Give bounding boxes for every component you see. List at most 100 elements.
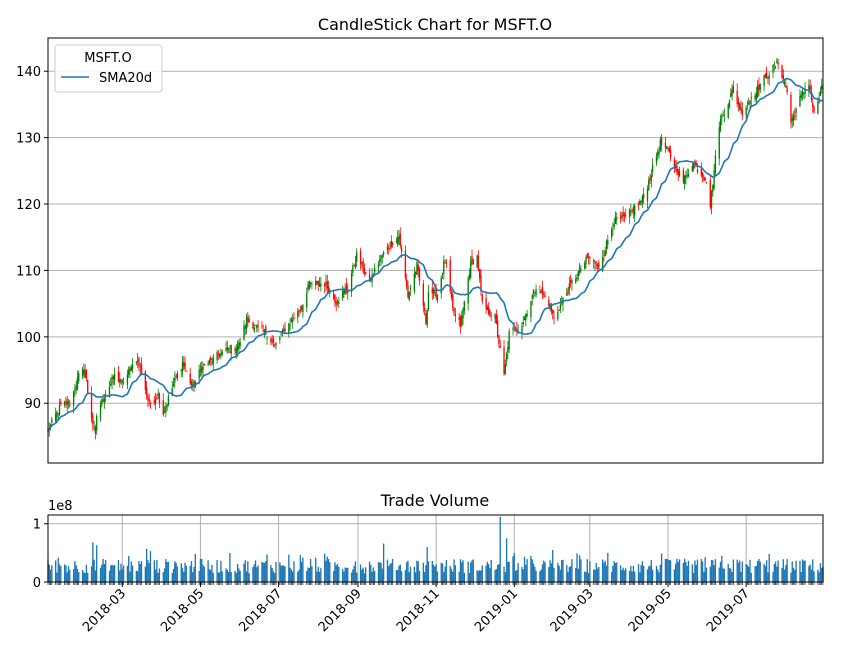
volume-bar	[759, 561, 761, 582]
candle-body	[356, 252, 358, 262]
candle-body	[272, 338, 275, 343]
candle-body	[759, 84, 761, 90]
candle-body	[190, 381, 193, 385]
candle-body	[158, 393, 161, 404]
volume-bar	[445, 560, 448, 582]
volume-bar	[531, 559, 533, 582]
candle-body	[728, 100, 731, 107]
candle-body	[701, 172, 704, 177]
volume-bar	[272, 571, 275, 582]
volume-bar	[786, 559, 788, 582]
volume-bar	[631, 571, 633, 582]
candle-body	[263, 329, 266, 333]
volume-bar	[288, 554, 290, 582]
candle-body	[243, 325, 245, 340]
candle-body	[589, 256, 591, 259]
candle-body	[90, 393, 93, 419]
volume-bar	[801, 559, 804, 582]
candle-body	[819, 91, 822, 97]
candle-body	[354, 262, 357, 268]
volume-bar	[450, 568, 453, 582]
candle-body	[316, 281, 318, 284]
y-tick-label: 100	[16, 331, 41, 346]
volume-bar	[407, 560, 409, 582]
volume-bar	[794, 569, 796, 582]
candle-body	[103, 398, 106, 403]
candle-body	[440, 277, 442, 294]
volume-bar	[103, 564, 106, 582]
volume-bar	[791, 561, 793, 582]
candle-body	[281, 329, 284, 333]
volume-bar	[562, 559, 564, 582]
volume-bar	[175, 562, 177, 582]
volume-bar	[87, 572, 89, 582]
candle-body	[265, 326, 267, 335]
volume-bar	[723, 568, 726, 582]
volume-bar	[167, 561, 170, 582]
volume-bar	[507, 561, 509, 582]
candle-body	[353, 265, 355, 267]
volume-bar	[435, 564, 437, 582]
candle-body	[776, 60, 778, 64]
volume-bar	[739, 560, 741, 582]
candle-body	[67, 401, 70, 404]
volume-bar	[700, 559, 702, 582]
volume-bar	[651, 569, 654, 582]
candle-body	[641, 196, 644, 203]
candle-body	[623, 214, 626, 217]
candle-body	[490, 315, 492, 317]
volume-bar	[130, 561, 132, 582]
candle-body	[211, 361, 213, 363]
volume-bar	[101, 564, 103, 582]
volume-bar	[513, 553, 515, 582]
volume-bar	[577, 568, 580, 582]
candle-body	[145, 387, 148, 395]
volume-bar	[154, 569, 157, 582]
volume-bar	[283, 565, 285, 582]
volume-bar	[198, 571, 200, 582]
volume-bar	[83, 572, 85, 582]
candle-body	[377, 263, 380, 269]
volume-title: Trade Volume	[380, 491, 489, 510]
volume-bar	[619, 565, 622, 582]
volume-bar	[422, 562, 425, 582]
candle-body	[148, 398, 150, 402]
volume-bar	[768, 554, 770, 582]
candle-body	[550, 304, 553, 312]
volume-bar	[695, 564, 697, 582]
volume-bar	[261, 561, 263, 582]
candle-body	[507, 347, 509, 353]
volume-bar	[165, 559, 167, 582]
volume-bar	[434, 566, 436, 582]
candle-body	[810, 91, 813, 100]
volume-bar	[245, 571, 248, 582]
volume-bar	[171, 572, 173, 582]
volume-bar	[391, 558, 394, 582]
volume-bar	[459, 559, 462, 582]
volume-bar	[63, 564, 66, 582]
candle-body	[659, 139, 661, 151]
candle-body	[175, 376, 177, 378]
sma20d-line	[47, 77, 824, 431]
candle-body	[530, 301, 532, 318]
volume-bar	[603, 562, 605, 582]
candle-body	[101, 398, 103, 406]
volume-bar	[607, 552, 609, 582]
candle-body	[503, 347, 505, 374]
volume-bar	[666, 558, 668, 582]
candle-body	[813, 106, 815, 113]
volume-bar	[722, 568, 724, 582]
volume-bar	[809, 564, 811, 582]
candle-body	[692, 163, 695, 169]
volume-bar	[576, 553, 578, 582]
volume-bar	[686, 565, 688, 582]
candle-body	[746, 105, 749, 107]
volume-bars	[47, 516, 824, 582]
candle-body	[613, 223, 615, 227]
candle-body	[230, 345, 232, 355]
volume-bar	[436, 571, 439, 582]
candle-body	[212, 356, 214, 365]
candle-body	[362, 260, 364, 271]
candle-body	[576, 277, 578, 279]
volume-bar	[712, 560, 714, 582]
